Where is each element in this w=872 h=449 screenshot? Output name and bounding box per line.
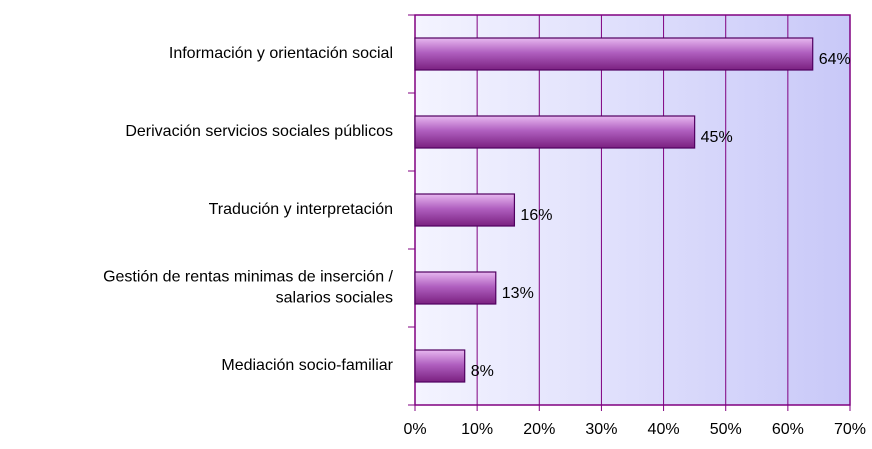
value-label: 64% (819, 51, 851, 68)
bar (414, 115, 696, 149)
x-tick-label: 40% (648, 421, 680, 438)
x-tick-label: 0% (403, 421, 426, 438)
x-tick-label: 50% (710, 421, 742, 438)
value-label: 45% (701, 129, 733, 146)
bar (414, 193, 516, 227)
x-tick-label: 10% (461, 421, 493, 438)
x-tick-label: 30% (585, 421, 617, 438)
y-tick-label: Derivación servicios sociales públicos (125, 123, 393, 140)
x-tick-label: 60% (772, 421, 804, 438)
value-label: 16% (520, 207, 552, 224)
y-tick-label: Tradución y interpretación (209, 201, 393, 218)
bar (414, 271, 497, 305)
y-tick-label: Información y orientación social (169, 45, 393, 62)
x-tick-label: 20% (523, 421, 555, 438)
y-tick-label: Gestión de rentas minimas de inserción /… (103, 269, 393, 307)
bar (414, 37, 814, 71)
y-tick-label: Mediación socio-familiar (221, 357, 393, 374)
bar (414, 349, 466, 383)
value-label: 13% (502, 285, 534, 302)
x-tick-label: 70% (834, 421, 866, 438)
value-label: 8% (471, 363, 494, 380)
